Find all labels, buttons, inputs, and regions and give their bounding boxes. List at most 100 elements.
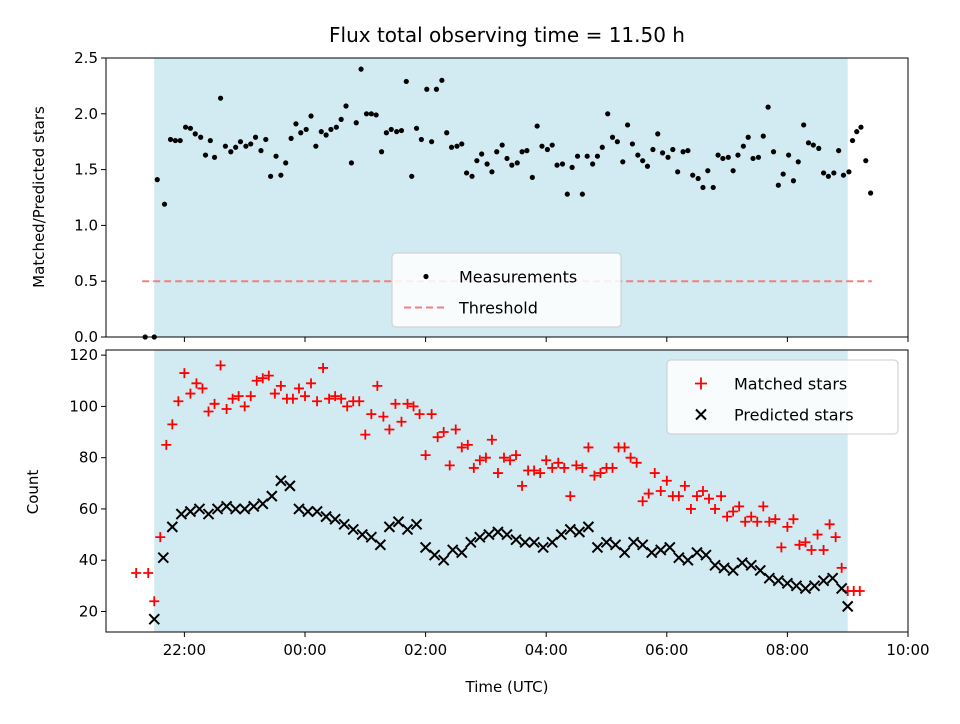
data-point bbox=[808, 580, 821, 592]
data-point bbox=[673, 491, 684, 502]
data-point bbox=[456, 442, 467, 453]
data-point bbox=[468, 462, 479, 473]
data-point bbox=[299, 391, 310, 402]
data-point bbox=[650, 146, 656, 153]
data-point bbox=[409, 173, 415, 179]
data-point bbox=[469, 173, 475, 179]
data-point bbox=[252, 134, 259, 140]
data-point bbox=[812, 529, 823, 540]
data-point bbox=[854, 129, 860, 135]
data-point bbox=[806, 544, 817, 555]
data-point bbox=[643, 488, 654, 499]
data-point bbox=[366, 409, 377, 420]
data-point bbox=[302, 505, 314, 518]
data-point bbox=[182, 124, 189, 130]
data-point bbox=[730, 168, 736, 174]
data-point bbox=[293, 121, 299, 127]
data-point bbox=[287, 393, 298, 404]
data-point bbox=[192, 131, 198, 137]
data-point bbox=[401, 523, 414, 536]
y-tick-label: 1.0 bbox=[74, 216, 98, 234]
chart-title: Flux total observing time = 11.50 h bbox=[329, 23, 685, 47]
data-point bbox=[383, 521, 396, 533]
data-point bbox=[675, 169, 681, 175]
data-point bbox=[649, 468, 660, 479]
data-point bbox=[215, 360, 226, 371]
data-point bbox=[755, 154, 762, 160]
y-tick-label: 2.0 bbox=[74, 105, 98, 123]
data-point bbox=[394, 129, 400, 135]
legend-label: Matched stars bbox=[734, 375, 847, 394]
data-point bbox=[609, 539, 622, 551]
data-point bbox=[237, 139, 244, 145]
data-point bbox=[378, 411, 389, 422]
data-point bbox=[155, 532, 166, 543]
data-point bbox=[720, 155, 726, 162]
data-point bbox=[695, 175, 701, 182]
data-point bbox=[635, 152, 641, 158]
data-point bbox=[835, 582, 848, 595]
data-point bbox=[328, 126, 334, 133]
data-point bbox=[619, 442, 630, 453]
data-point bbox=[770, 514, 781, 525]
data-point bbox=[691, 491, 702, 502]
data-point bbox=[794, 539, 805, 550]
data-point bbox=[426, 409, 437, 420]
data-point bbox=[858, 124, 864, 130]
y-tick-label: 1.5 bbox=[74, 161, 98, 179]
data-point bbox=[273, 153, 279, 159]
data-point bbox=[220, 500, 233, 513]
data-point bbox=[320, 510, 332, 523]
data-point bbox=[486, 434, 497, 445]
data-point bbox=[479, 151, 485, 157]
data-point bbox=[433, 86, 440, 92]
data-point bbox=[820, 170, 827, 176]
legend-0: Measurements Threshold bbox=[391, 252, 622, 328]
data-point bbox=[184, 505, 197, 518]
data-point bbox=[342, 401, 353, 412]
data-point bbox=[631, 457, 642, 468]
data-point bbox=[599, 144, 605, 150]
data-point bbox=[555, 528, 567, 541]
data-point bbox=[347, 523, 359, 536]
data-point bbox=[758, 501, 769, 512]
data-point bbox=[727, 564, 739, 577]
data-point bbox=[480, 452, 491, 463]
data-point bbox=[278, 172, 284, 178]
data-point bbox=[363, 111, 370, 117]
x-tick-label: 10:00 bbox=[886, 641, 929, 659]
data-point bbox=[705, 168, 711, 174]
data-point bbox=[529, 174, 535, 181]
data-point bbox=[600, 536, 613, 548]
data-point bbox=[553, 457, 564, 468]
x-tick-label: 02:00 bbox=[404, 641, 447, 659]
data-point bbox=[514, 160, 520, 166]
data-point bbox=[734, 501, 745, 512]
data-point bbox=[655, 486, 666, 496]
y-tick-label: 0.5 bbox=[74, 272, 98, 290]
data-point bbox=[846, 169, 852, 175]
data-point bbox=[308, 113, 314, 119]
data-point bbox=[429, 139, 435, 145]
data-point bbox=[752, 516, 763, 527]
data-point bbox=[275, 475, 287, 487]
data-point bbox=[474, 158, 480, 164]
data-point bbox=[293, 383, 304, 394]
data-point bbox=[368, 111, 374, 117]
data-point bbox=[356, 528, 368, 541]
data-point bbox=[222, 143, 228, 149]
data-point bbox=[830, 532, 841, 543]
data-point bbox=[266, 490, 278, 502]
data-point bbox=[700, 184, 706, 191]
data-point bbox=[818, 544, 829, 555]
data-point bbox=[805, 140, 812, 146]
data-point bbox=[627, 536, 640, 548]
data-point bbox=[492, 468, 503, 479]
data-point bbox=[269, 388, 280, 399]
data-point bbox=[343, 103, 349, 109]
data-point bbox=[618, 546, 631, 559]
data-point bbox=[673, 551, 685, 564]
data-point bbox=[609, 134, 616, 140]
data-point bbox=[836, 148, 842, 154]
